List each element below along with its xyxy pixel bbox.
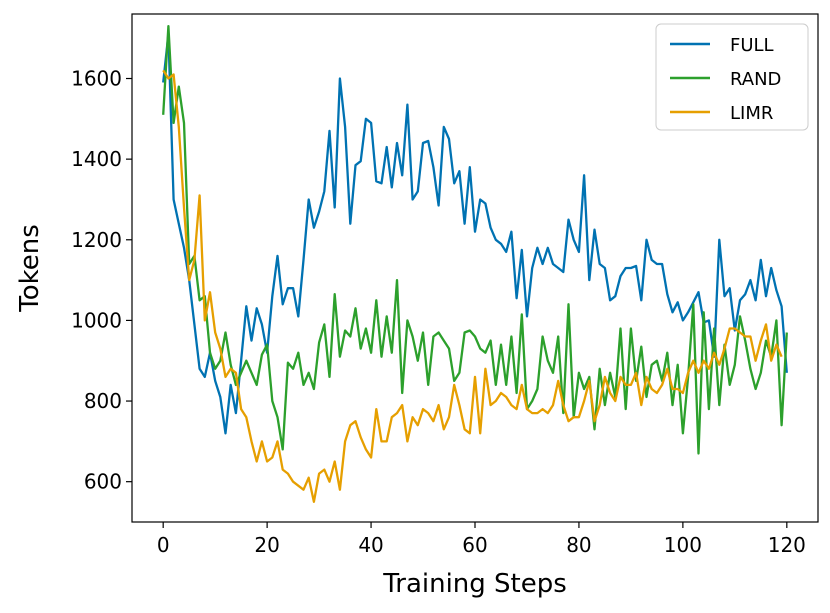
tick-layer: 0 20 40 60 80 100 120 600 800 1000 1200 1400 1600 [71, 67, 806, 557]
x-tick-label: 20 [254, 533, 279, 557]
legend-label-limr: LIMR [730, 103, 773, 124]
legend-label-rand: RAND [730, 69, 781, 90]
y-tick-label: 1400 [71, 147, 122, 171]
x-tick-label: 0 [157, 533, 170, 557]
y-tick-label: 1200 [71, 228, 122, 252]
x-tick-label: 100 [664, 533, 702, 557]
series-layer [162, 24, 788, 503]
y-axis-label: Tokens [15, 224, 45, 313]
series-line-limr [162, 69, 783, 503]
x-tick-label: 120 [768, 533, 806, 557]
x-tick-label: 60 [462, 533, 487, 557]
y-tick-label: 600 [84, 470, 122, 494]
x-axis-label: Training Steps [382, 569, 567, 599]
legend-box [655, 23, 809, 131]
x-tick-label: 80 [566, 533, 591, 557]
x-tick-label: 40 [358, 533, 383, 557]
y-tick-label: 1600 [71, 67, 122, 91]
legend-label-full: FULL [730, 35, 774, 56]
legend: FULL RAND LIMR [655, 23, 809, 131]
y-tick-label: 1000 [71, 308, 122, 332]
y-tick-label: 800 [84, 389, 122, 413]
series-line-rand [162, 24, 788, 455]
